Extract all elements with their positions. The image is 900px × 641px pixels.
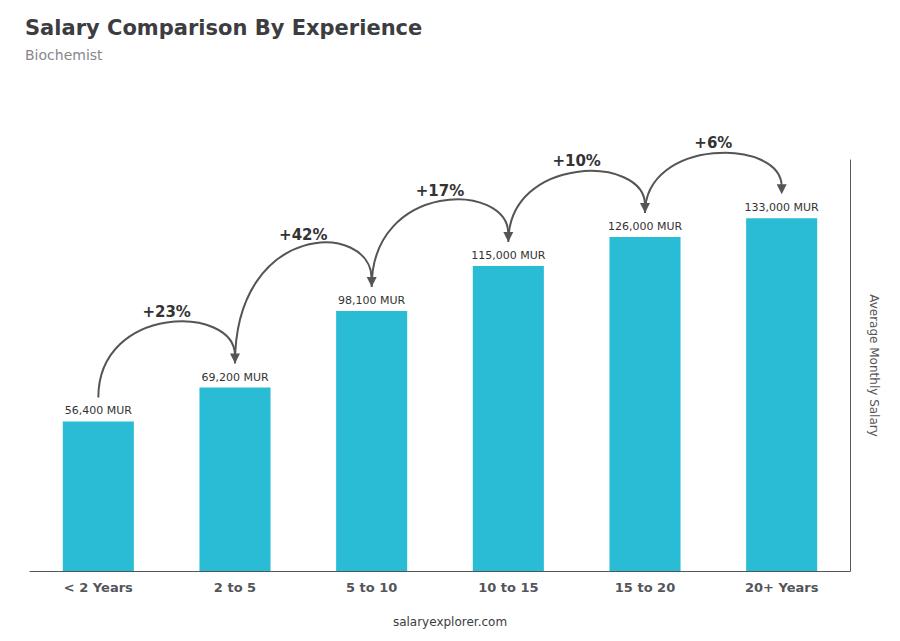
svg-text:Average Monthly Salary: Average Monthly Salary	[867, 294, 881, 437]
svg-text:+42%: +42%	[279, 226, 327, 244]
svg-text:Salary Comparison By Experienc: Salary Comparison By Experience	[25, 16, 422, 40]
svg-text:salaryexplorer.com: salaryexplorer.com	[393, 615, 507, 629]
svg-text:2 to 5: 2 to 5	[214, 580, 256, 595]
svg-text:20+ Years: 20+ Years	[745, 580, 819, 595]
svg-text:69,200 MUR: 69,200 MUR	[201, 371, 269, 384]
svg-text:+17%: +17%	[416, 182, 464, 200]
svg-text:98,100 MUR: 98,100 MUR	[338, 294, 406, 307]
svg-text:10 to 15: 10 to 15	[478, 580, 538, 595]
svg-text:Biochemist: Biochemist	[25, 47, 103, 63]
svg-text:56,400 MUR: 56,400 MUR	[65, 404, 133, 417]
svg-text:15 to 20: 15 to 20	[615, 580, 675, 595]
svg-text:+23%: +23%	[142, 303, 190, 321]
svg-text:133,000 MUR: 133,000 MUR	[745, 201, 820, 214]
svg-text:115,000 MUR: 115,000 MUR	[471, 249, 546, 262]
svg-text:+6%: +6%	[694, 134, 732, 152]
svg-text:5 to 10: 5 to 10	[346, 580, 397, 595]
svg-text:< 2 Years: < 2 Years	[64, 580, 133, 595]
svg-text:126,000 MUR: 126,000 MUR	[608, 220, 683, 233]
svg-text:+10%: +10%	[552, 152, 600, 170]
